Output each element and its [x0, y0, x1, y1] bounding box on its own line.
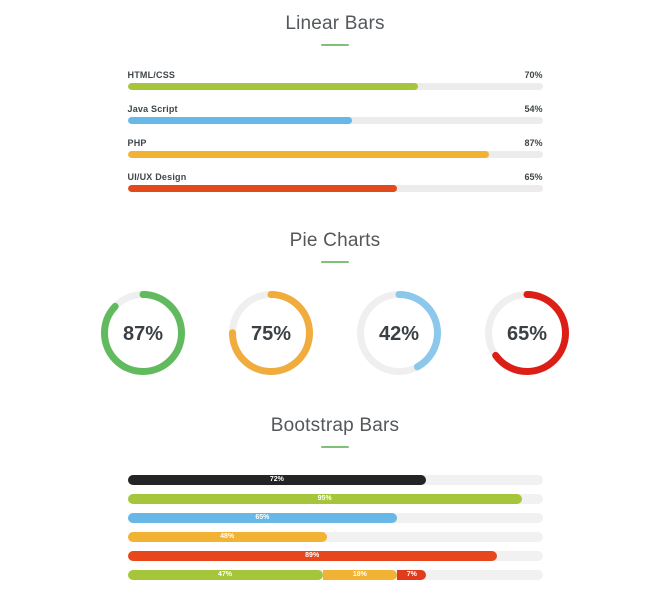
skill-value: 70% [524, 70, 543, 80]
skill-row: HTML/CSS 70% [127, 70, 543, 90]
linear-bars-title: Linear Bars [285, 13, 385, 34]
progress-bar-segment: 95% [127, 494, 522, 504]
donut-fill [229, 291, 313, 375]
skill-bar-track [127, 151, 543, 158]
donut-value: 75% [251, 323, 291, 345]
skill-bar-track [127, 117, 543, 124]
skill-row: UI/UX Design 65% [127, 172, 543, 192]
title-divider [321, 446, 349, 448]
donut-value: 87% [123, 323, 163, 345]
skill-bar-fill [127, 185, 398, 192]
skill-label: HTML/CSS [127, 70, 176, 80]
skill-bar-track [127, 83, 543, 90]
donut-chart: 75% [229, 291, 313, 375]
donut-fill [357, 291, 441, 375]
skill-label: UI/UX Design [127, 172, 187, 182]
skill-row-header: HTML/CSS 70% [128, 70, 543, 80]
progress-bar-segment: 89% [127, 551, 497, 561]
skill-row: PHP 87% [127, 138, 543, 158]
progress-bar-segment: 47% [127, 570, 323, 580]
skill-label: Java Script [127, 104, 178, 114]
skill-row: Java Script 54% [127, 104, 543, 124]
progress-bar-track: 95% [127, 494, 543, 504]
progress-bar-track: 72% [127, 475, 543, 485]
linear-bars-section: Linear Bars HTML/CSS 70% Java Script 54%… [0, 0, 670, 192]
donut-chart: 65% [485, 291, 569, 375]
skill-bar-fill [127, 117, 352, 124]
donut-chart: 42% [357, 291, 441, 375]
skill-row-header: PHP 87% [128, 138, 543, 148]
progress-bar-track: 89% [127, 551, 543, 561]
pie-charts-section: Pie Charts 87% 75% 42% 65% [0, 230, 670, 375]
title-divider [321, 261, 349, 263]
donut-fill [485, 291, 569, 375]
progress-bar-track: 48% [127, 532, 543, 542]
donut-value: 65% [507, 323, 547, 345]
skill-bar-track [127, 185, 543, 192]
pie-charts-title: Pie Charts [289, 230, 381, 251]
skill-value: 54% [524, 104, 543, 114]
title-divider [321, 44, 349, 46]
progress-bar-track: 65% [127, 513, 543, 523]
skill-bar-fill [127, 83, 418, 90]
donut-value: 42% [379, 323, 419, 345]
skill-value: 65% [524, 172, 543, 182]
progress-bar-segment: 65% [127, 513, 398, 523]
progress-bar-segment: 7% [397, 570, 427, 580]
donut-charts-row: 87% 75% 42% 65% [0, 291, 670, 375]
donut-chart: 87% [101, 291, 185, 375]
skill-value: 87% [524, 138, 543, 148]
skill-bars-list: HTML/CSS 70% Java Script 54% PHP 87% UI/… [127, 70, 543, 192]
skill-row-header: Java Script 54% [128, 104, 543, 114]
skill-label: PHP [127, 138, 147, 148]
progress-bar-segment: 48% [127, 532, 327, 542]
bootstrap-bars-section: Bootstrap Bars 72% 95% 65% 48% 89% 47% 18% 7% [0, 415, 670, 580]
progress-bar-track: 47% 18% 7% [127, 570, 543, 580]
progress-bars-list: 72% 95% 65% 48% 89% 47% 18% 7% [127, 475, 543, 580]
bootstrap-bars-title: Bootstrap Bars [270, 415, 400, 436]
progress-bar-segment: 72% [127, 475, 427, 485]
skill-row-header: UI/UX Design 65% [128, 172, 543, 182]
donut-fill [101, 291, 185, 375]
progress-bar-segment: 18% [322, 570, 398, 580]
skill-bar-fill [127, 151, 489, 158]
